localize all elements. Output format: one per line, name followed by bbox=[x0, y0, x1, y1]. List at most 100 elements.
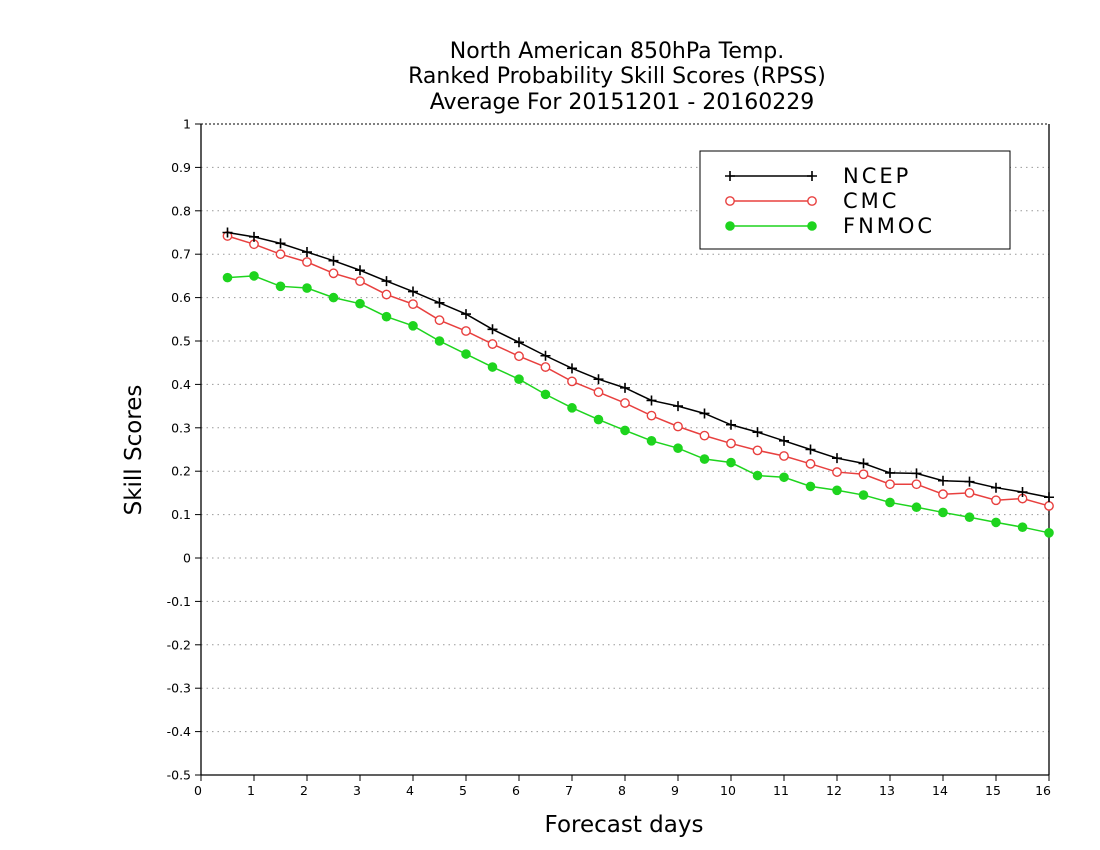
x-tick-label-2: 2 bbox=[300, 783, 308, 798]
gridlines bbox=[201, 166, 1049, 733]
point-ncep-6 bbox=[381, 276, 392, 287]
point-fnmoc-14 bbox=[593, 414, 604, 425]
point-ncep-25 bbox=[885, 467, 895, 478]
point-fnmoc-1 bbox=[249, 271, 259, 281]
legend-label-fnmoc: FNMOC bbox=[843, 214, 935, 238]
legend-entry-fnmoc: FNMOC bbox=[725, 214, 935, 238]
point-cmc-7 bbox=[408, 299, 418, 310]
point-ncep-30 bbox=[1017, 487, 1028, 498]
point-ncep-14 bbox=[593, 374, 604, 385]
point-fnmoc-6 bbox=[381, 311, 392, 322]
point-ncep-29 bbox=[991, 482, 1001, 493]
point-fnmoc-15 bbox=[620, 425, 630, 436]
point-ncep-20 bbox=[752, 427, 763, 438]
y-tick-label-8: 0.3 bbox=[171, 420, 191, 435]
point-cmc-28 bbox=[964, 487, 975, 498]
point-ncep-26 bbox=[911, 468, 922, 479]
point-fnmoc-4 bbox=[328, 292, 339, 303]
point-ncep-27 bbox=[938, 475, 948, 486]
point-cmc-19 bbox=[726, 438, 736, 449]
y-tick-label-5: 0 bbox=[183, 551, 191, 566]
series-fnmoc bbox=[222, 271, 1054, 538]
y-tick-label-9: 0.4 bbox=[171, 377, 191, 392]
point-ncep-21 bbox=[779, 435, 789, 446]
point-cmc-3 bbox=[302, 257, 312, 267]
series-layer bbox=[222, 227, 1054, 538]
point-ncep-23 bbox=[832, 453, 842, 464]
series-cmc bbox=[222, 231, 1054, 511]
point-fnmoc-5 bbox=[355, 298, 365, 309]
x-tick-label-9: 9 bbox=[671, 783, 679, 798]
x-axis-label: Forecast days bbox=[545, 812, 704, 838]
legend-marker-start-fnmoc bbox=[725, 221, 735, 231]
x-tick-label-5: 5 bbox=[459, 783, 467, 798]
point-cmc-29 bbox=[991, 495, 1001, 506]
y-axis-ticks: -0.5 -0.4 -0.3 -0.2 -0.1 0 0.1 0.2 0.3 0.4 0.5 0.6 0… bbox=[167, 117, 201, 783]
point-ncep-8 bbox=[434, 297, 445, 308]
point-fnmoc-8 bbox=[434, 336, 445, 346]
y-tick-label-2: -0.3 bbox=[167, 681, 191, 696]
point-fnmoc-27 bbox=[938, 507, 948, 518]
point-ncep-28 bbox=[964, 476, 975, 487]
x-tick-label-10: 10 bbox=[720, 783, 736, 798]
legend-entry-cmc: CMC bbox=[725, 189, 896, 213]
series-ncep bbox=[222, 227, 1054, 503]
y-tick-label-15: 1 bbox=[183, 117, 191, 132]
point-ncep-13 bbox=[567, 363, 577, 374]
point-cmc-10 bbox=[487, 339, 498, 349]
point-fnmoc-7 bbox=[408, 321, 418, 331]
x-tick-label-14: 14 bbox=[932, 783, 948, 798]
x-tick-label-16: 16 bbox=[1035, 783, 1051, 798]
legend-marker-start-cmc bbox=[725, 196, 735, 206]
point-ncep-31 bbox=[1044, 492, 1054, 503]
point-ncep-11 bbox=[514, 337, 524, 348]
point-ncep-12 bbox=[540, 350, 551, 361]
point-cmc-23 bbox=[832, 467, 842, 477]
point-ncep-1 bbox=[249, 231, 259, 242]
point-ncep-2 bbox=[275, 238, 286, 249]
point-fnmoc-11 bbox=[514, 374, 524, 384]
point-cmc-20 bbox=[752, 445, 763, 456]
point-ncep-16 bbox=[646, 395, 657, 406]
point-fnmoc-21 bbox=[779, 472, 789, 483]
y-tick-label-10: 0.5 bbox=[171, 334, 191, 349]
point-fnmoc-2 bbox=[275, 281, 286, 292]
series-line-fnmoc bbox=[227, 275, 1050, 534]
series-line-ncep bbox=[227, 231, 1050, 498]
legend-marker-end-fnmoc bbox=[807, 221, 817, 231]
x-tick-label-1: 1 bbox=[247, 783, 255, 798]
point-ncep-9 bbox=[461, 309, 471, 320]
point-cmc-31 bbox=[1044, 501, 1054, 511]
point-fnmoc-20 bbox=[752, 470, 763, 481]
x-axis-ticks: 0 1 2 3 4 5 6 7 8 9 10 11 12 13 14 15 16 bbox=[194, 775, 1051, 798]
x-tick-label-8: 8 bbox=[618, 783, 626, 798]
point-fnmoc-9 bbox=[461, 349, 471, 359]
title-line-2: Ranked Probability Skill Scores (RPSS) bbox=[408, 64, 826, 89]
x-tick-label-3: 3 bbox=[353, 783, 361, 798]
point-cmc-21 bbox=[779, 451, 789, 461]
title-line-3: Average For 20151201 - 20160229 bbox=[430, 90, 815, 115]
x-tick-label-0: 0 bbox=[194, 783, 202, 798]
point-ncep-3 bbox=[302, 247, 312, 258]
x-tick-label-7: 7 bbox=[565, 783, 573, 798]
legend-marker-end-ncep bbox=[807, 171, 817, 181]
x-tick-label-11: 11 bbox=[773, 783, 789, 798]
point-fnmoc-26 bbox=[911, 502, 922, 513]
point-cmc-12 bbox=[540, 362, 551, 372]
y-tick-label-7: 0.2 bbox=[171, 464, 191, 479]
y-tick-label-14: 0.9 bbox=[171, 160, 191, 175]
x-tick-label-4: 4 bbox=[406, 783, 414, 798]
point-fnmoc-3 bbox=[302, 283, 312, 293]
point-cmc-8 bbox=[434, 315, 445, 326]
y-tick-label-6: 0.1 bbox=[171, 507, 191, 522]
point-cmc-14 bbox=[593, 387, 604, 398]
point-cmc-13 bbox=[567, 376, 577, 387]
point-fnmoc-28 bbox=[964, 512, 975, 523]
legend-box bbox=[699, 150, 1011, 250]
point-cmc-18 bbox=[699, 430, 710, 441]
point-fnmoc-17 bbox=[673, 443, 683, 453]
point-ncep-18 bbox=[699, 408, 710, 419]
point-cmc-6 bbox=[381, 289, 392, 300]
point-fnmoc-24 bbox=[858, 490, 869, 500]
